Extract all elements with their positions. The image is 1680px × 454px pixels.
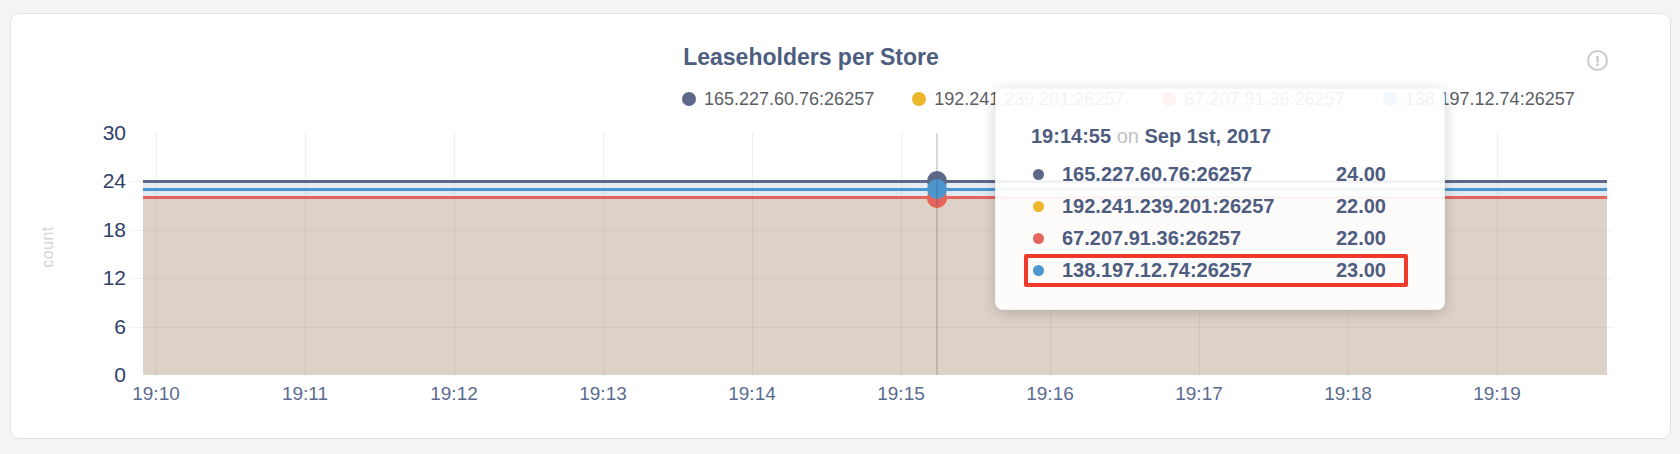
tooltip-series-name: 165.227.60.76:26257 [1062, 163, 1252, 186]
tooltip-series-value: 22.00 [1336, 227, 1386, 250]
x-axis-label: 19:12 [409, 383, 499, 405]
tooltip-series-value: 24.00 [1336, 163, 1386, 186]
gridline-horizontal [130, 327, 1613, 328]
tooltip-series-name: 192.241.239.201:26257 [1062, 195, 1274, 218]
gridline-vertical [603, 133, 604, 375]
legend-series-dot [682, 92, 696, 106]
chart-tooltip: 19:14:55 on Sep 1st, 2017 165.227.60.76:… [995, 88, 1445, 310]
x-axis-label: 19:14 [707, 383, 797, 405]
x-axis-label: 19:10 [111, 383, 201, 405]
tooltip-series-dot [1033, 265, 1044, 276]
tooltip-series-name: 67.207.91.36:26257 [1062, 227, 1241, 250]
gridline-vertical [752, 133, 753, 375]
y-axis-label: 6 [66, 316, 126, 338]
y-axis-label: 12 [66, 267, 126, 289]
tooltip-series-value: 22.00 [1336, 195, 1386, 218]
y-axis-label: 24 [66, 170, 126, 192]
tooltip-series-dot [1033, 201, 1044, 212]
legend-series-dot [912, 92, 926, 106]
legend-series-label: 165.227.60.76:26257 [704, 89, 874, 110]
legend-item[interactable]: 165.227.60.76:26257 [682, 89, 874, 110]
tooltip-timestamp: 19:14:55 on Sep 1st, 2017 [1031, 125, 1271, 148]
tooltip-time: 19:14:55 [1031, 125, 1111, 147]
gridline-vertical [156, 133, 157, 375]
hover-guideline [936, 133, 938, 375]
tooltip-series-dot [1033, 233, 1044, 244]
x-axis-label: 19:13 [558, 383, 648, 405]
tooltip-row: 138.197.12.74:26257 23.00 [1033, 254, 1386, 286]
x-axis-label: 19:17 [1154, 383, 1244, 405]
tooltip-series-dot [1033, 169, 1044, 180]
tooltip-series-name: 138.197.12.74:26257 [1062, 259, 1252, 282]
tooltip-row: 192.241.239.201:26257 22.00 [1033, 190, 1386, 222]
x-axis-label: 19:11 [260, 383, 350, 405]
x-axis-label: 19:19 [1452, 383, 1542, 405]
gridline-vertical [454, 133, 455, 375]
gridline-vertical [305, 133, 306, 375]
y-axis-label: 30 [66, 122, 126, 144]
tooltip-row: 165.227.60.76:26257 24.00 [1033, 158, 1386, 190]
gridline-vertical [901, 133, 902, 375]
tooltip-row: 67.207.91.36:26257 22.00 [1033, 222, 1386, 254]
tooltip-series-value: 23.00 [1336, 259, 1386, 282]
x-axis-label: 19:15 [856, 383, 946, 405]
gridline-vertical [1497, 133, 1498, 375]
tooltip-date: Sep 1st, 2017 [1144, 125, 1271, 147]
x-axis-label: 19:18 [1303, 383, 1393, 405]
y-axis-label: 18 [66, 219, 126, 241]
x-axis-label: 19:16 [1005, 383, 1095, 405]
tooltip-on: on [1117, 125, 1139, 147]
